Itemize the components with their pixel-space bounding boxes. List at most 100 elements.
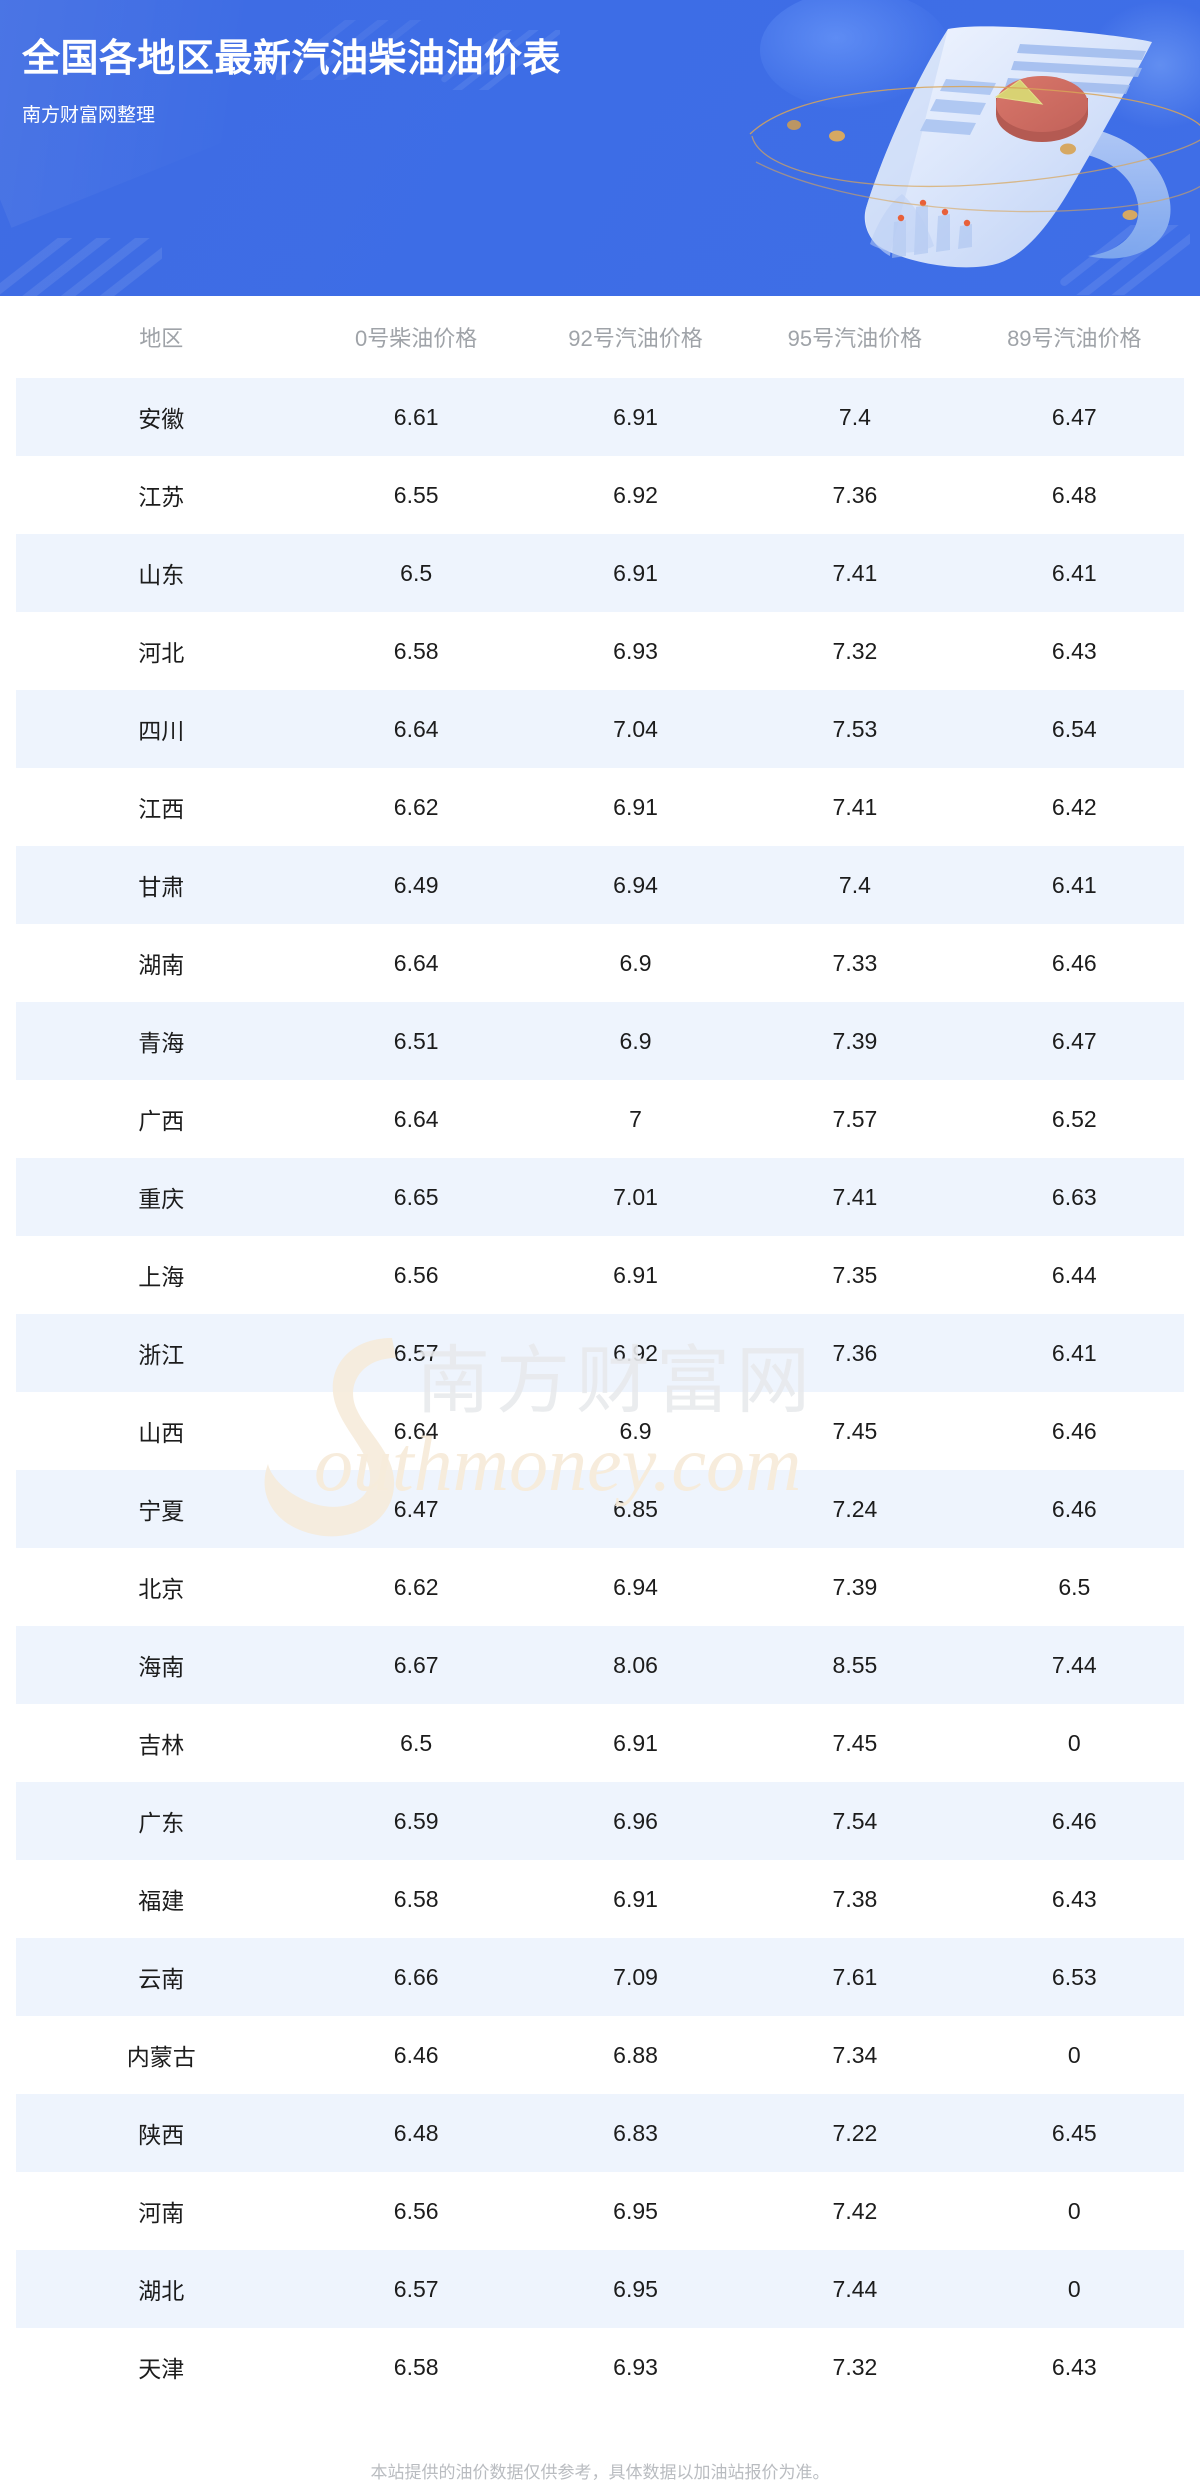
cell-region: 青海 xyxy=(16,1002,307,1080)
cell-region: 福建 xyxy=(16,1860,307,1938)
cell-gas92: 6.85 xyxy=(525,1470,746,1548)
cell-gas92: 6.92 xyxy=(525,456,746,534)
cell-gas95: 7.45 xyxy=(745,1704,965,1782)
page-subtitle: 南方财富网整理 xyxy=(22,105,156,126)
table-row: 重庆 6.65 7.01 7.41 6.63 xyxy=(16,1158,1184,1236)
cell-gas92: 6.94 xyxy=(525,1548,746,1626)
cell-gas92: 7.01 xyxy=(525,1158,746,1236)
cell-gas92: 6.95 xyxy=(525,2172,746,2250)
cell-diesel0: 6.57 xyxy=(306,2250,526,2328)
page-title: 全国各地区最新汽油柴油油价表 xyxy=(22,38,562,80)
cell-gas92: 7.04 xyxy=(525,690,746,768)
table-row: 湖南 6.64 6.9 7.33 6.46 xyxy=(16,924,1184,1002)
cell-gas89: 0 xyxy=(964,2250,1184,2328)
cell-region: 海南 xyxy=(16,1626,307,1704)
cell-gas89: 6.53 xyxy=(964,1938,1184,2016)
cell-diesel0: 6.5 xyxy=(306,534,526,612)
cell-diesel0: 6.67 xyxy=(306,1626,526,1704)
cell-gas95: 7.39 xyxy=(745,1548,965,1626)
cell-gas95: 7.54 xyxy=(745,1782,965,1860)
table-row: 河南 6.56 6.95 7.42 0 xyxy=(16,2172,1184,2250)
cell-region: 甘肃 xyxy=(16,846,307,924)
cell-gas89: 0 xyxy=(964,2016,1184,2094)
cell-gas92: 6.91 xyxy=(525,1860,746,1938)
cell-diesel0: 6.58 xyxy=(306,2328,526,2406)
cell-gas89: 6.47 xyxy=(964,1002,1184,1080)
cell-gas95: 7.41 xyxy=(745,1158,965,1236)
cell-diesel0: 6.62 xyxy=(306,768,526,846)
cell-gas95: 7.39 xyxy=(745,1002,965,1080)
cell-gas92: 6.92 xyxy=(525,1314,746,1392)
cell-gas89: 6.41 xyxy=(964,846,1184,924)
cell-gas92: 6.9 xyxy=(525,924,746,1002)
cell-gas89: 6.41 xyxy=(964,534,1184,612)
cell-region: 广东 xyxy=(16,1782,307,1860)
cell-gas95: 7.44 xyxy=(745,2250,965,2328)
cell-gas95: 7.4 xyxy=(745,378,965,456)
cell-gas95: 7.38 xyxy=(745,1860,965,1938)
table-row: 江西 6.62 6.91 7.41 6.42 xyxy=(16,768,1184,846)
page-header-banner: 全国各地区最新汽油柴油油价表 南方财富网整理 xyxy=(0,0,1200,296)
cell-region: 河南 xyxy=(16,2172,307,2250)
cell-gas92: 7 xyxy=(525,1080,746,1158)
cell-gas89: 6.43 xyxy=(964,2328,1184,2406)
cell-gas95: 7.57 xyxy=(745,1080,965,1158)
cell-region: 内蒙古 xyxy=(16,2016,307,2094)
cell-gas95: 7.36 xyxy=(745,1314,965,1392)
cell-gas92: 6.95 xyxy=(525,2250,746,2328)
cell-gas92: 6.9 xyxy=(525,1002,746,1080)
cell-gas92: 6.94 xyxy=(525,846,746,924)
cell-gas95: 7.33 xyxy=(745,924,965,1002)
cell-region: 湖南 xyxy=(16,924,307,1002)
cell-gas89: 7.44 xyxy=(964,1626,1184,1704)
cell-gas95: 7.32 xyxy=(745,2328,965,2406)
cell-gas92: 6.91 xyxy=(525,534,746,612)
cell-gas95: 7.24 xyxy=(745,1470,965,1548)
cell-gas92: 6.83 xyxy=(525,2094,746,2172)
cell-diesel0: 6.62 xyxy=(306,1548,526,1626)
cell-gas95: 7.35 xyxy=(745,1236,965,1314)
table-body: 安徽 6.61 6.91 7.4 6.47 江苏 6.55 6.92 7.36 6.48 山东 6.5… xyxy=(16,378,1184,2406)
cell-gas89: 6.43 xyxy=(964,1860,1184,1938)
cell-diesel0: 6.65 xyxy=(306,1158,526,1236)
cell-gas92: 6.91 xyxy=(525,1236,746,1314)
cell-gas95: 7.41 xyxy=(745,768,965,846)
table-row: 江苏 6.55 6.92 7.36 6.48 xyxy=(16,456,1184,534)
cell-gas89: 6.48 xyxy=(964,456,1184,534)
cell-gas95: 8.55 xyxy=(745,1626,965,1704)
cell-region: 宁夏 xyxy=(16,1470,307,1548)
cell-gas95: 7.4 xyxy=(745,846,965,924)
cell-region: 重庆 xyxy=(16,1158,307,1236)
cell-gas89: 6.46 xyxy=(964,1470,1184,1548)
cell-diesel0: 6.51 xyxy=(306,1002,526,1080)
col-header-gas95: 95号汽油价格 xyxy=(745,296,965,378)
cell-diesel0: 6.58 xyxy=(306,1860,526,1938)
cell-gas95: 7.53 xyxy=(745,690,965,768)
cell-region: 吉林 xyxy=(16,1704,307,1782)
cell-gas89: 6.52 xyxy=(964,1080,1184,1158)
table-header: 地区 0号柴油价格 92号汽油价格 95号汽油价格 89号汽油价格 xyxy=(16,296,1184,378)
cell-diesel0: 6.64 xyxy=(306,1080,526,1158)
cell-diesel0: 6.56 xyxy=(306,1236,526,1314)
cell-region: 上海 xyxy=(16,1236,307,1314)
cell-gas92: 6.91 xyxy=(525,1704,746,1782)
table-row: 上海 6.56 6.91 7.35 6.44 xyxy=(16,1236,1184,1314)
cell-gas89: 6.42 xyxy=(964,768,1184,846)
table-row: 吉林 6.5 6.91 7.45 0 xyxy=(16,1704,1184,1782)
cell-diesel0: 6.64 xyxy=(306,1392,526,1470)
table-row: 北京 6.62 6.94 7.39 6.5 xyxy=(16,1548,1184,1626)
table-row: 湖北 6.57 6.95 7.44 0 xyxy=(16,2250,1184,2328)
cell-diesel0: 6.46 xyxy=(306,2016,526,2094)
cell-gas95: 7.36 xyxy=(745,456,965,534)
cell-region: 山东 xyxy=(16,534,307,612)
diagonal-stripes-icon-bottom-left xyxy=(0,238,162,296)
table-row: 甘肃 6.49 6.94 7.4 6.41 xyxy=(16,846,1184,924)
cell-diesel0: 6.61 xyxy=(306,378,526,456)
cell-gas89: 6.5 xyxy=(964,1548,1184,1626)
cell-region: 山西 xyxy=(16,1392,307,1470)
table-row: 浙江 6.57 6.92 7.36 6.41 xyxy=(16,1314,1184,1392)
cell-gas89: 6.54 xyxy=(964,690,1184,768)
col-header-region: 地区 xyxy=(16,296,307,378)
cell-gas92: 6.93 xyxy=(525,2328,746,2406)
cell-diesel0: 6.58 xyxy=(306,612,526,690)
